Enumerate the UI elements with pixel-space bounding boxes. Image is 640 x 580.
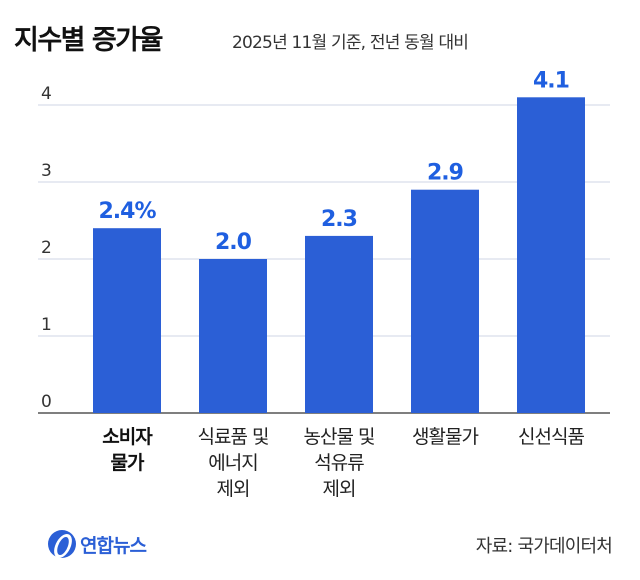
value-label: 4.1 <box>533 68 569 93</box>
logo-text: 연합뉴스 <box>80 535 147 557</box>
x-category-label: 농산물 및 석유류 제외 <box>303 426 376 500</box>
y-tick-label: 2 <box>41 238 52 258</box>
chart-title: 지수별 증가율 <box>14 25 163 56</box>
y-tick-label: 3 <box>41 161 52 181</box>
value-label: 2.9 <box>427 161 463 186</box>
value-label: 2.3 <box>321 207 357 232</box>
source-note: 자료: 국가데이터처 <box>475 536 613 557</box>
yonhap-logo-icon <box>48 530 76 558</box>
value-label: 2.0 <box>215 230 252 255</box>
x-category-label: 식료품 및 에너지 제외 <box>197 426 270 500</box>
y-tick-label: 1 <box>41 315 52 335</box>
y-tick-label: 4 <box>41 84 52 104</box>
y-tick-label: 0 <box>41 392 52 412</box>
x-category-label: 소비자 물가 <box>102 426 152 474</box>
bar <box>305 235 373 413</box>
x-category-label: 신선식품 <box>518 426 585 448</box>
chart-subtitle: 2025년 11월 기준, 전년 동월 대비 <box>232 33 469 53</box>
bar <box>199 259 267 413</box>
x-category-label: 생활물가 <box>412 426 479 448</box>
bar <box>517 97 585 414</box>
bar <box>93 228 161 413</box>
bar <box>411 189 479 413</box>
value-label: 2.4% <box>98 199 156 224</box>
